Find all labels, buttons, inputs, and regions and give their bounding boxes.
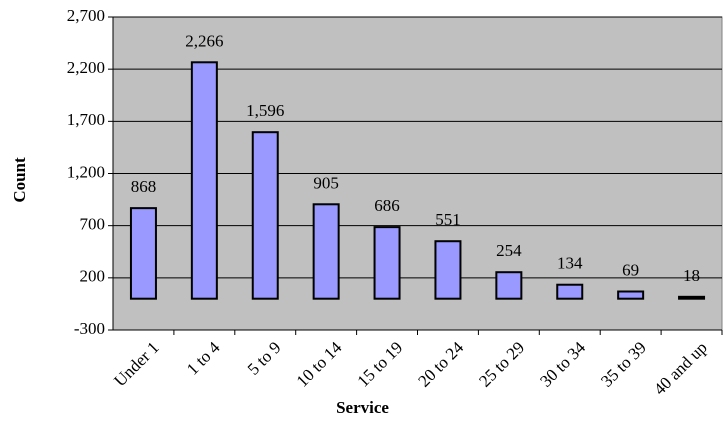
x-tick-label: 30 to 34 xyxy=(536,338,589,391)
bar xyxy=(312,203,340,300)
x-tick-label: 10 to 14 xyxy=(293,338,346,391)
y-tick-label: -300 xyxy=(74,319,105,338)
bar xyxy=(251,131,279,300)
data-label: 18 xyxy=(683,266,700,285)
x-axis-title: Service xyxy=(336,398,389,417)
bar xyxy=(434,240,462,300)
data-label: 254 xyxy=(496,241,522,260)
data-label: 69 xyxy=(622,261,639,280)
bar xyxy=(373,226,401,300)
bar xyxy=(556,283,584,300)
y-tick-label: 1,700 xyxy=(67,110,105,129)
bar xyxy=(617,290,645,300)
bar xyxy=(129,207,157,300)
y-axis-title: Count xyxy=(10,157,29,203)
x-tick-label: Under 1 xyxy=(110,338,162,390)
y-tick-label: 200 xyxy=(80,267,106,286)
data-label: 905 xyxy=(313,173,339,192)
y-tick-label: 1,200 xyxy=(67,162,105,181)
y-tick-label: 2,200 xyxy=(67,58,105,77)
data-label: 1,596 xyxy=(246,101,284,120)
x-tick-label: 25 to 29 xyxy=(475,338,528,391)
x-tick-label: 1 to 4 xyxy=(183,338,224,379)
x-tick-label: 35 to 39 xyxy=(597,338,650,391)
y-axis-ticks: -300 200 700 1,200 1,700 2,200 2,700 xyxy=(67,6,114,338)
x-axis-ticks: Under 1 1 to 4 5 to 9 10 to 14 15 to 19 20 to… xyxy=(110,330,723,399)
x-tick-label: 15 to 19 xyxy=(354,338,407,391)
data-label: 868 xyxy=(131,177,157,196)
bars xyxy=(129,61,706,300)
y-tick-label: 2,700 xyxy=(67,6,105,25)
x-tick-label: 40 and up xyxy=(650,338,711,399)
x-tick-label: 5 to 9 xyxy=(244,338,285,379)
data-label: 686 xyxy=(374,196,400,215)
data-label: 551 xyxy=(435,210,461,229)
bar xyxy=(678,295,706,300)
data-label: 2,266 xyxy=(185,31,223,50)
y-tick-label: 700 xyxy=(80,215,106,234)
bar xyxy=(190,61,218,300)
y-axis-title-wrap: Count xyxy=(10,157,29,203)
data-label: 134 xyxy=(557,254,583,273)
data-labels: 868 2,266 1,596 905 686 551 254 134 69 18 xyxy=(131,31,700,285)
x-tick-label: 20 to 24 xyxy=(414,338,467,391)
bar xyxy=(495,271,523,300)
